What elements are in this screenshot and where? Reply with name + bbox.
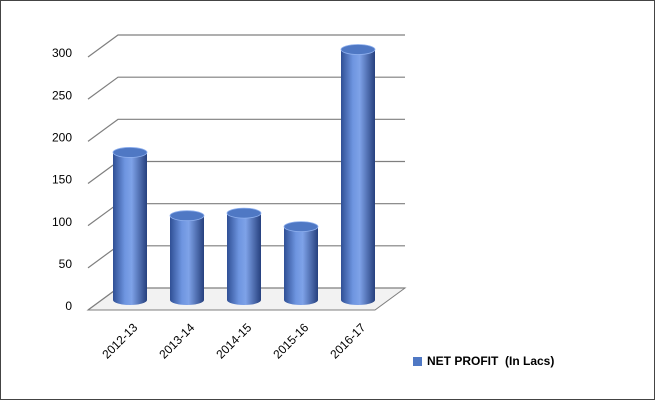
grid-line xyxy=(87,118,405,142)
legend-label: NET PROFIT (In Lacs) xyxy=(427,354,554,368)
y-tick-label: 0 xyxy=(65,299,72,313)
y-tick-label: 200 xyxy=(52,131,72,145)
y-tick-label: 300 xyxy=(52,46,72,60)
bar-top xyxy=(169,210,205,222)
bar-top xyxy=(283,221,319,233)
y-tick-label: 150 xyxy=(52,173,72,187)
grid-line xyxy=(87,34,405,58)
bar-body xyxy=(227,213,261,305)
bar-body xyxy=(284,226,318,305)
bar-body xyxy=(341,49,375,305)
y-tick-label: 250 xyxy=(52,88,72,102)
bar-top xyxy=(340,44,376,55)
y-tick-label: 50 xyxy=(59,257,73,271)
bar xyxy=(283,221,319,305)
y-tick-label: 100 xyxy=(52,215,72,229)
bar-top xyxy=(112,147,148,158)
grid-line xyxy=(87,76,405,100)
legend-swatch xyxy=(413,357,422,366)
bar-top xyxy=(226,207,262,219)
bar-body xyxy=(113,152,147,305)
bar xyxy=(112,147,148,305)
bar-body xyxy=(170,215,204,305)
bar xyxy=(169,210,205,305)
bar xyxy=(226,207,262,305)
bar xyxy=(340,44,376,305)
